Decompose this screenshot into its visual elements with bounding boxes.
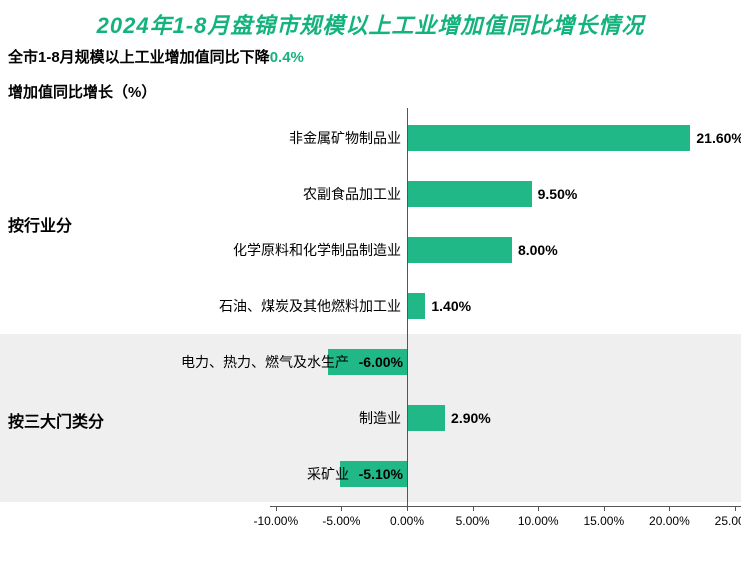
- xtick-label: 20.00%: [649, 514, 690, 528]
- category-label: 制造业: [359, 408, 401, 428]
- category-label: 采矿业: [307, 464, 349, 484]
- bar: [407, 237, 512, 263]
- chart-subtitle: 全市1-8月规模以上工业增加值同比下降0.4%: [0, 44, 741, 69]
- bar-row: 石油、煤炭及其他燃料加工业 1.40%: [0, 278, 741, 334]
- value-label: -6.00%: [359, 354, 403, 370]
- xtick-mark: [604, 506, 605, 511]
- category-label: 石油、煤炭及其他燃料加工业: [219, 296, 401, 316]
- bar-row: 制造业 2.90%: [0, 390, 741, 446]
- xtick-label: 15.00%: [583, 514, 624, 528]
- bar-row: 采矿业 -5.10%: [0, 446, 741, 502]
- bar: [407, 405, 445, 431]
- xtick-label: 5.00%: [456, 514, 490, 528]
- bar-row: 电力、热力、燃气及水生产 -6.00%: [0, 334, 741, 390]
- xtick-mark: [407, 506, 408, 511]
- value-label: 21.60%: [696, 130, 741, 146]
- group-label: 按三大门类分: [8, 408, 104, 432]
- value-label: 9.50%: [538, 186, 578, 202]
- xtick-mark: [473, 506, 474, 511]
- subtitle-highlight: 0.4%: [270, 49, 304, 66]
- category-label: 农副食品加工业: [303, 184, 401, 204]
- xtick-mark: [669, 506, 670, 511]
- xtick-label: -5.00%: [322, 514, 360, 528]
- bar-row: 非金属矿物制品业 21.60%: [0, 110, 741, 166]
- xtick-mark: [735, 506, 736, 511]
- value-label: 2.90%: [451, 410, 491, 426]
- xtick-label: -10.00%: [253, 514, 298, 528]
- xtick-label: 10.00%: [518, 514, 559, 528]
- bar: [407, 125, 690, 151]
- category-label: 非金属矿物制品业: [289, 128, 401, 148]
- chart-plot-area: 非金属矿物制品业 21.60% 农副食品加工业 9.50% 化学原料和化学制品制造业 8.…: [0, 100, 741, 530]
- xtick-mark: [341, 506, 342, 511]
- value-label: 8.00%: [518, 242, 558, 258]
- bar-row: 化学原料和化学制品制造业 8.00%: [0, 222, 741, 278]
- xtick-mark: [538, 506, 539, 511]
- xtick-label: 25.00%: [715, 514, 741, 528]
- subtitle-prefix: 全市1-8月规模以上工业增加值同比下降: [8, 49, 270, 66]
- xtick-label: 0.00%: [390, 514, 424, 528]
- xtick-mark: [276, 506, 277, 511]
- group-label: 按行业分: [8, 212, 72, 236]
- bar: [407, 181, 532, 207]
- bar-row: 农副食品加工业 9.50%: [0, 166, 741, 222]
- category-label: 电力、热力、燃气及水生产: [181, 352, 349, 372]
- zero-line: [407, 108, 408, 506]
- value-label: 1.40%: [431, 298, 471, 314]
- bar: [407, 293, 425, 319]
- chart-title: 2024年1-8月盘锦市规模以上工业增加值同比增长情况: [0, 0, 741, 44]
- value-label: -5.10%: [359, 466, 403, 482]
- category-label: 化学原料和化学制品制造业: [233, 240, 401, 260]
